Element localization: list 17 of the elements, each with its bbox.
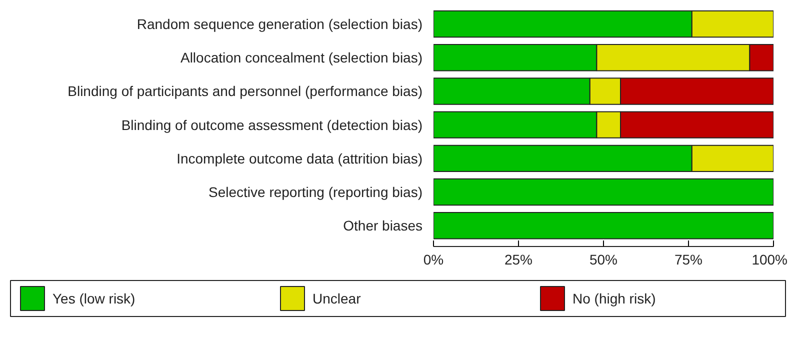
legend-label: No (high risk) (572, 290, 656, 306)
x-tick-label: 50% (589, 252, 618, 268)
y-tick-label: Selective reporting (reporting bias) (208, 184, 423, 200)
y-tick-label: Allocation concealment (selection bias) (180, 50, 423, 66)
y-tick-label: Blinding of participants and personnel (performance bias) (68, 83, 423, 100)
bar (434, 178, 774, 206)
x-tick-label: 100% (752, 252, 788, 268)
legend-label: Unclear (312, 290, 362, 306)
y-tick-label: Incomplete outcome data (attrition bias) (176, 150, 423, 166)
x-tick-label: 75% (674, 252, 703, 268)
x-tick-label: 0% (423, 252, 444, 268)
y-tick-label: Other biases (343, 218, 423, 234)
x-tick-label: 25% (504, 252, 533, 268)
y-tick-label: Random sequence generation (selection bias) (136, 16, 423, 32)
legend-label: Yes (low risk) (52, 290, 136, 306)
bar (434, 212, 774, 240)
y-tick-label: Blinding of outcome assessment (detection bias) (121, 116, 423, 133)
